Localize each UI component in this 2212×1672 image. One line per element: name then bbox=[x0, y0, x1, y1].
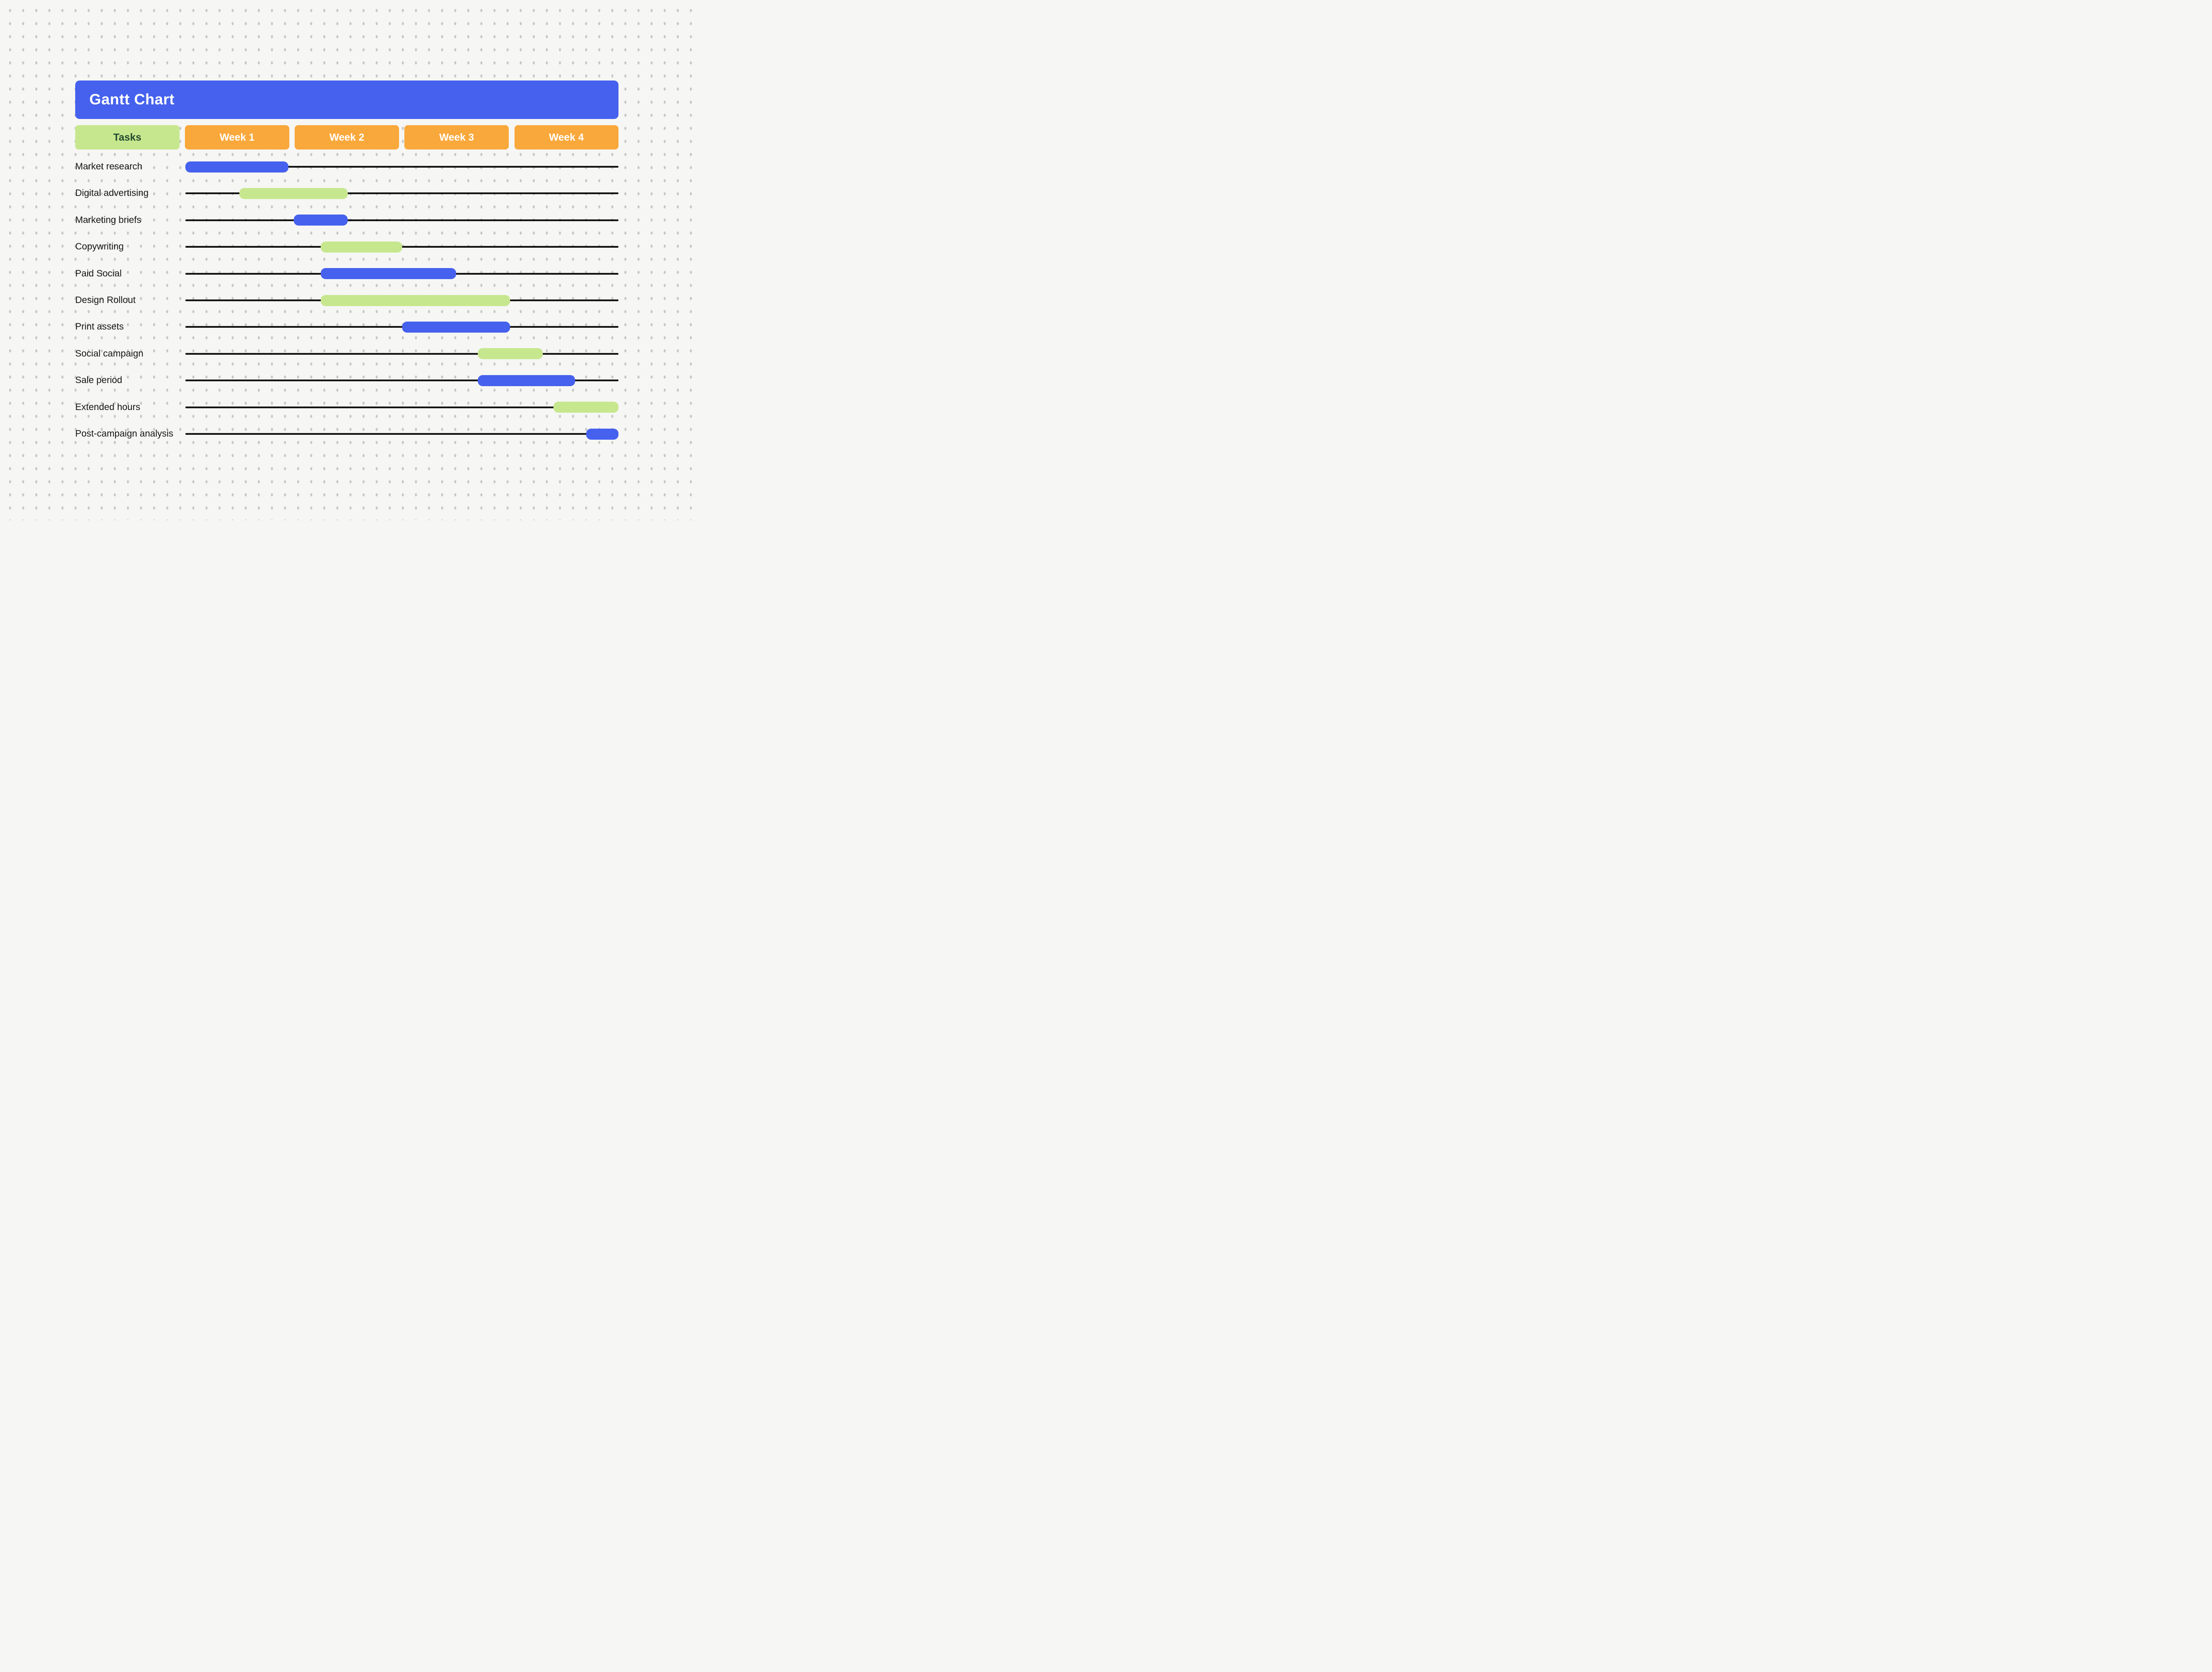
gantt-bar bbox=[586, 428, 618, 440]
gantt-bar bbox=[320, 241, 402, 253]
gantt-bar bbox=[553, 402, 618, 413]
week-header-cell-1: Week 1 bbox=[185, 125, 289, 150]
week-header-cell-3: Week 3 bbox=[404, 125, 509, 150]
timeline-line bbox=[185, 166, 618, 168]
timeline-line bbox=[185, 246, 618, 248]
week-header-cell-4: Week 4 bbox=[514, 125, 619, 150]
gantt-bar bbox=[402, 321, 511, 333]
timeline-line bbox=[185, 353, 618, 355]
task-label: Digital advertising bbox=[75, 188, 149, 199]
gantt-bar bbox=[185, 161, 288, 173]
gantt-bar bbox=[320, 295, 511, 306]
gantt-bar bbox=[477, 375, 576, 386]
timeline-line bbox=[185, 406, 618, 408]
timeline-line bbox=[185, 192, 618, 195]
timeline-line bbox=[185, 380, 618, 382]
week-header-label: Week 1 bbox=[219, 131, 255, 143]
task-label: Post-campaign analysis bbox=[75, 429, 173, 439]
task-label: Copywriting bbox=[75, 242, 124, 252]
task-label: Paid Social bbox=[75, 268, 122, 279]
chart-title: Gantt Chart bbox=[89, 91, 175, 108]
task-label: Market research bbox=[75, 161, 142, 172]
task-label: Social campaign bbox=[75, 348, 144, 359]
week-header-label: Week 4 bbox=[549, 131, 584, 143]
task-label: Extended hours bbox=[75, 402, 141, 412]
week-header-cell-2: Week 2 bbox=[295, 125, 399, 150]
gantt-bar bbox=[320, 268, 456, 280]
timeline-line bbox=[185, 433, 618, 435]
gantt-chart-canvas: Gantt Chart Tasks Week 1 Week 2 Week 3 Week… bbox=[0, 0, 694, 520]
timeline-line bbox=[185, 219, 618, 221]
tasks-header-label: Tasks bbox=[113, 131, 142, 143]
tasks-header-cell: Tasks bbox=[75, 125, 180, 150]
week-header-label: Week 3 bbox=[439, 131, 474, 143]
gantt-bar bbox=[477, 348, 543, 360]
chart-title-bar: Gantt Chart bbox=[75, 81, 618, 119]
gantt-bar bbox=[293, 215, 348, 226]
task-label: Sale period bbox=[75, 375, 123, 386]
week-header-label: Week 2 bbox=[329, 131, 365, 143]
week-header-row: Tasks Week 1 Week 2 Week 3 Week 4 bbox=[75, 125, 619, 150]
task-label: Marketing briefs bbox=[75, 215, 142, 225]
task-label: Design Rollout bbox=[75, 295, 136, 305]
gantt-bar bbox=[239, 188, 348, 199]
task-label: Print assets bbox=[75, 322, 124, 332]
